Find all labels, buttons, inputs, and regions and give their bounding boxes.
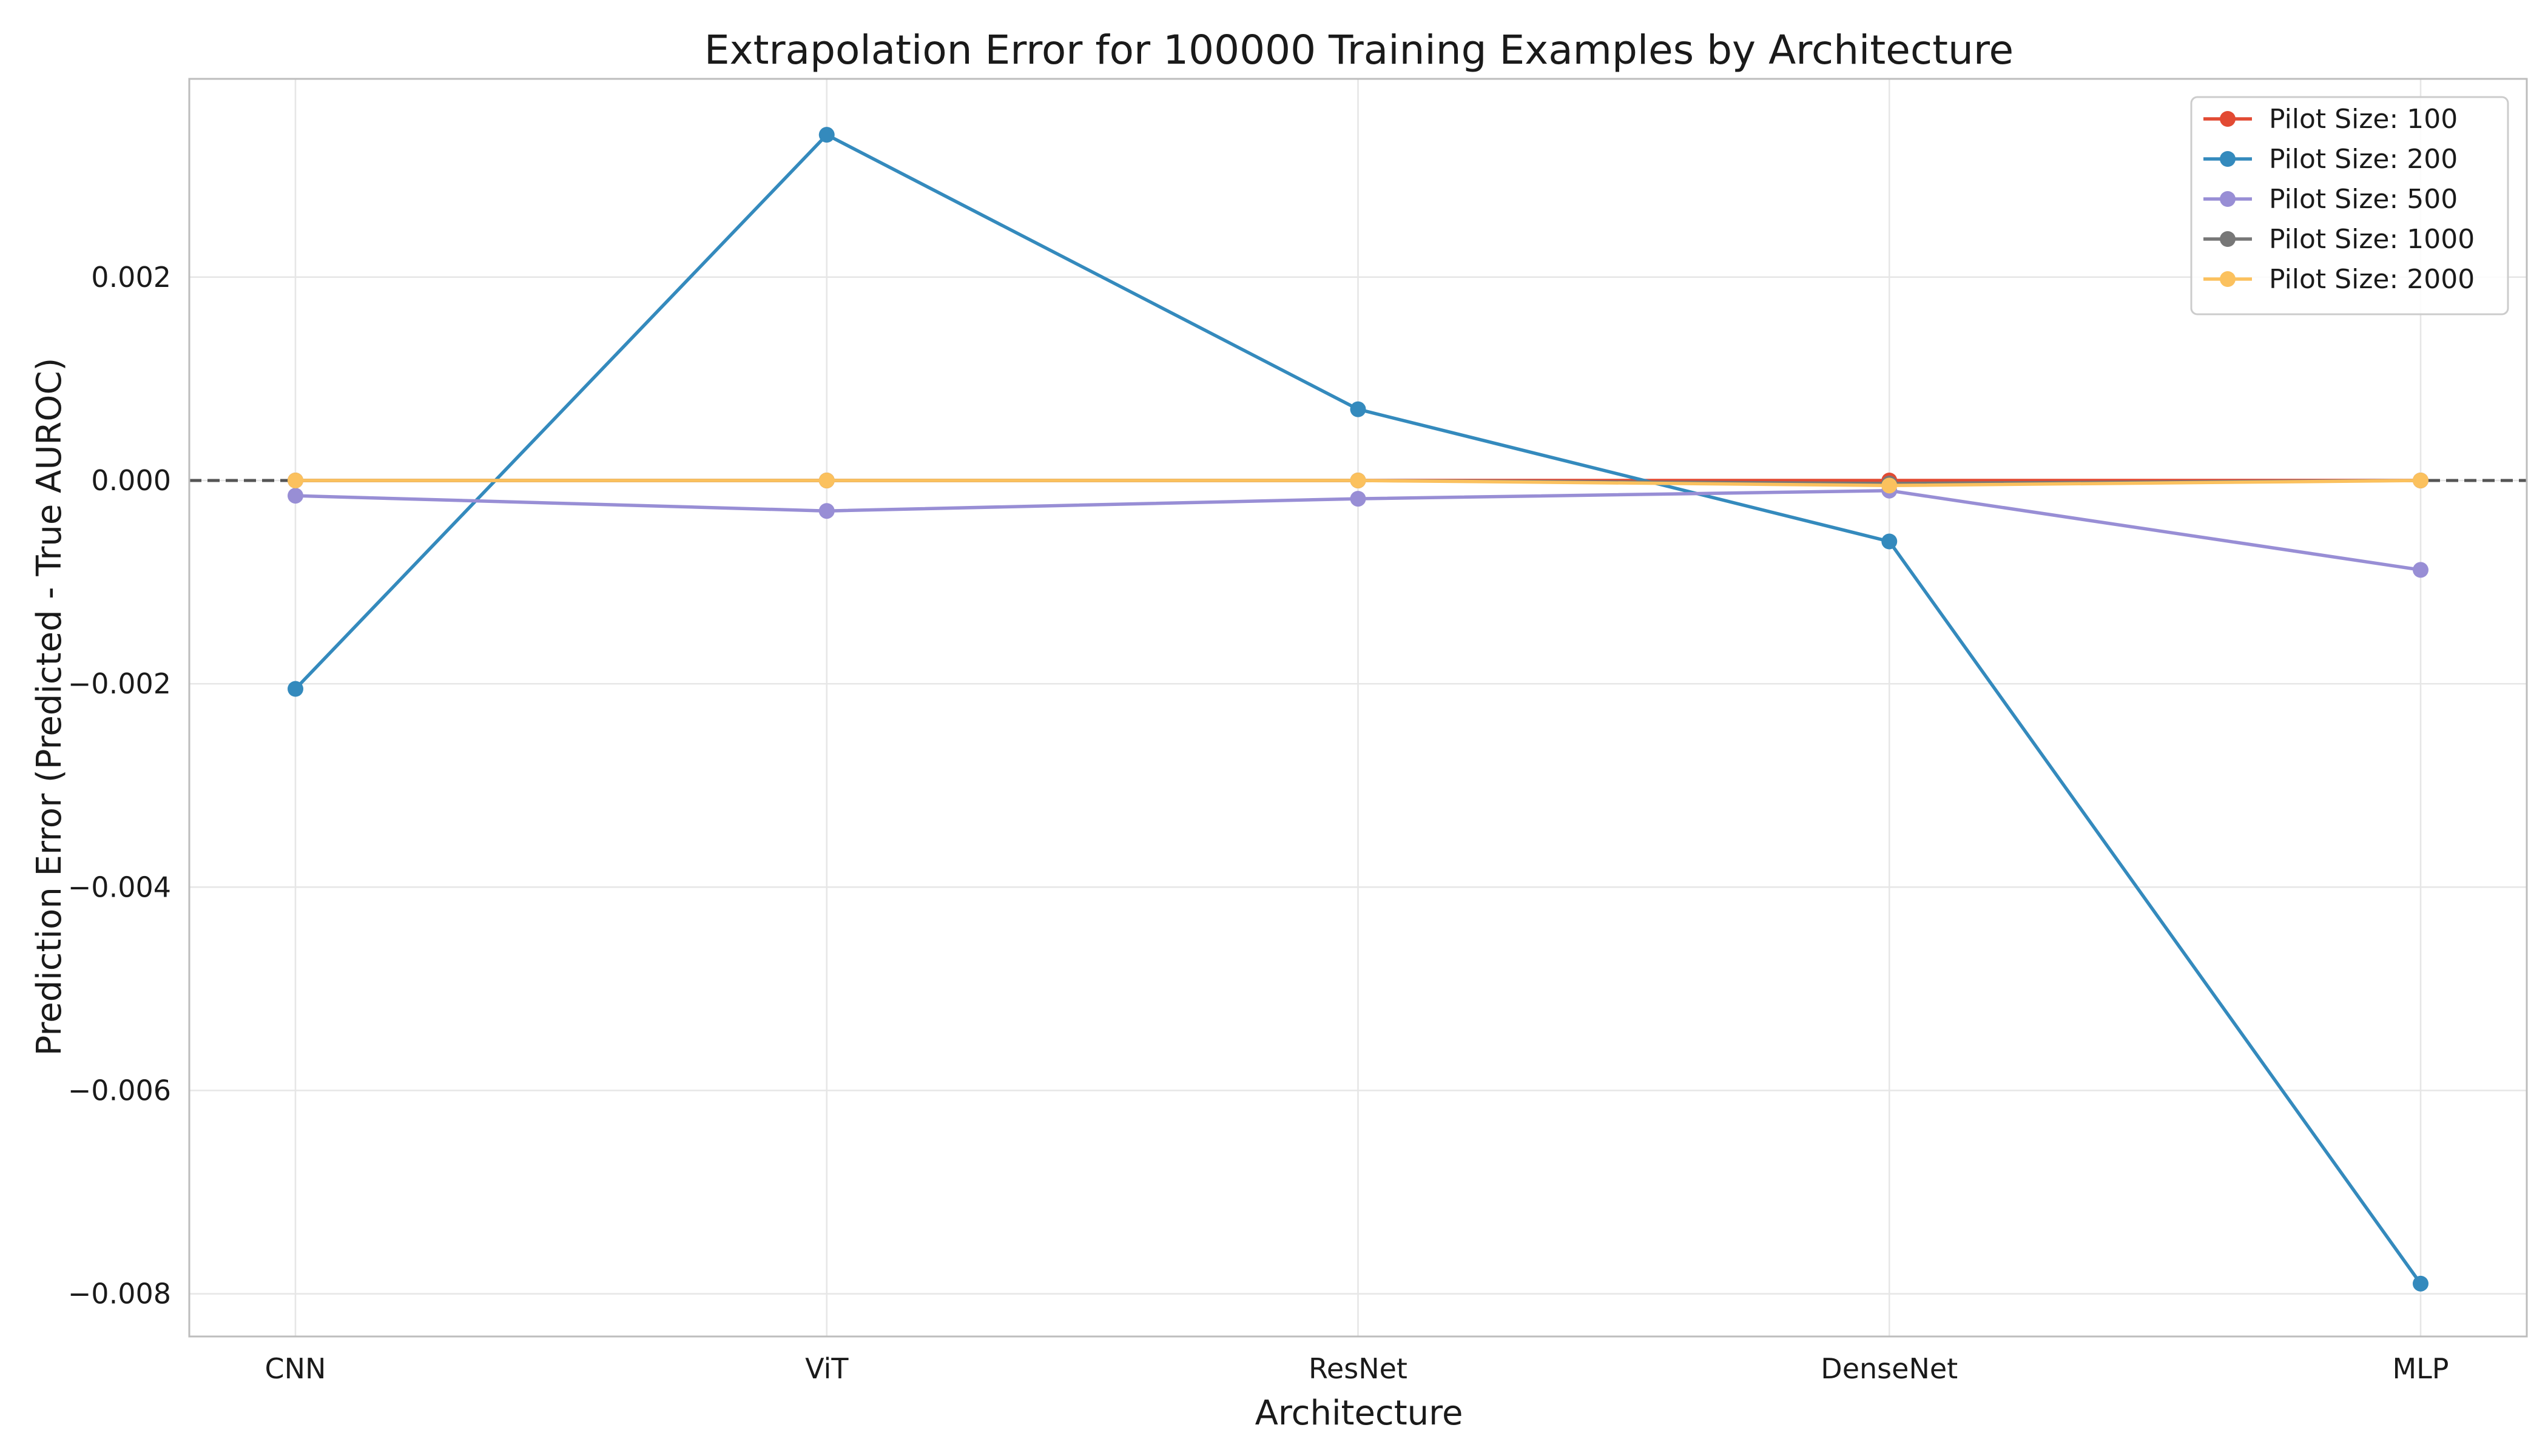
y-axis-label: Prediction Error (Predicted - True AUROC… xyxy=(30,358,69,1056)
legend-marker-swatch xyxy=(2220,191,2236,207)
y-tick-label: −0.008 xyxy=(68,1278,171,1310)
legend-box xyxy=(2190,96,2509,315)
legend-marker-swatch xyxy=(2220,271,2236,287)
data-point xyxy=(288,488,303,504)
data-point xyxy=(1350,401,1366,417)
x-tick-label: DenseNet xyxy=(1821,1352,1958,1385)
data-point xyxy=(818,472,835,488)
y-tick-label: −0.004 xyxy=(68,871,171,903)
legend-entry-label: Pilot Size: 200 xyxy=(2269,144,2458,175)
legend-entry-label: Pilot Size: 1000 xyxy=(2269,224,2475,255)
data-point xyxy=(2413,1275,2428,1292)
plot-frame xyxy=(188,78,2528,1338)
chart-title: Extrapolation Error for 100000 Training … xyxy=(704,27,2014,73)
x-axis-label: Architecture xyxy=(1255,1394,1463,1433)
y-tick-label: −0.006 xyxy=(68,1074,171,1107)
data-point xyxy=(1881,533,1898,550)
plot-area: CNN ViT ResNet DenseNet MLP 0.002 0.000 −0.002 −… xyxy=(68,78,2528,1385)
legend-marker-swatch xyxy=(2220,231,2236,247)
data-point xyxy=(2413,472,2428,488)
legend: Pilot Size: 100 Pilot Size: 200 Pilot Size… xyxy=(2190,96,2509,315)
x-tick-label: ViT xyxy=(805,1352,849,1385)
data-point xyxy=(2413,562,2428,578)
legend-entry-label: Pilot Size: 500 xyxy=(2269,184,2458,215)
y-tick-label: 0.000 xyxy=(91,464,171,497)
y-tick-label: 0.002 xyxy=(91,261,171,294)
x-tick-label: ResNet xyxy=(1309,1352,1407,1385)
legend-marker-swatch xyxy=(2220,151,2236,167)
legend-marker-swatch xyxy=(2220,111,2236,127)
data-point xyxy=(818,503,835,519)
data-point xyxy=(818,127,835,143)
data-point xyxy=(1881,477,1898,494)
x-tick-label: MLP xyxy=(2392,1352,2449,1385)
data-point xyxy=(288,681,303,697)
data-point xyxy=(1350,472,1366,488)
legend-entry-label: Pilot Size: 100 xyxy=(2269,104,2458,135)
data-point xyxy=(288,472,303,488)
legend-entry-label: Pilot Size: 2000 xyxy=(2269,264,2475,295)
y-tick-label: −0.002 xyxy=(68,667,171,700)
data-point xyxy=(1350,491,1366,507)
x-tick-label: CNN xyxy=(265,1352,326,1385)
